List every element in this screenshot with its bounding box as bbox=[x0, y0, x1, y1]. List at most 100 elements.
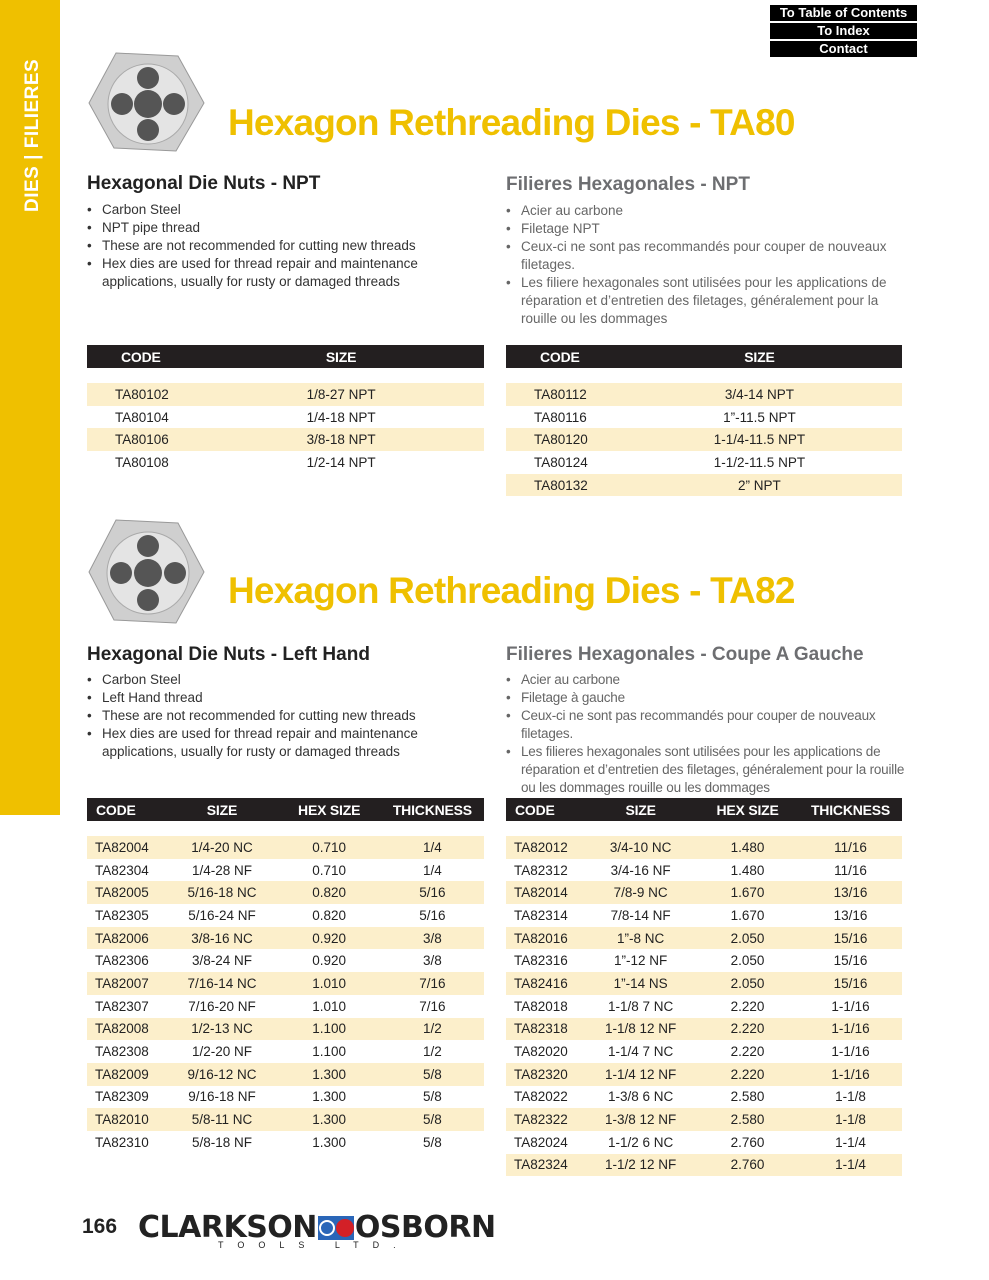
table-cell: 1/2 bbox=[422, 1044, 442, 1060]
table-row: TA82306 3/8-24 NF 0.920 3/8 bbox=[87, 949, 484, 972]
table-cell: TA82305 bbox=[95, 907, 149, 923]
table-cell: 1.100 bbox=[277, 1017, 381, 1041]
column-header: SIZE bbox=[616, 345, 902, 368]
table-cell: 15/16 bbox=[799, 972, 902, 995]
ta82-table-right: CODE SIZE HEX SIZE THICKNESS TA82012 3/4-10 N… bbox=[506, 798, 902, 1177]
table-cell: 1/2-14 NPT bbox=[306, 454, 376, 470]
feature-item: These are not recommended for cutting ne… bbox=[87, 707, 427, 725]
table-cell: 5/16 bbox=[419, 907, 446, 923]
table-cell: 5/16-18 NC bbox=[166, 881, 278, 905]
table-cell: 1/8-27 NPT bbox=[198, 383, 484, 406]
french-heading: Filieres Hexagonales - Coupe A Gauche bbox=[506, 644, 864, 665]
table-cell: 1-1/4-11.5 NPT bbox=[616, 428, 902, 452]
column-header: HEX SIZE bbox=[696, 798, 800, 821]
table-cell: TA82312 bbox=[514, 862, 568, 878]
table-cell: 0.920 bbox=[312, 953, 347, 969]
table-row: TA82322 1-3/8 12 NF 2.580 1-1/8 bbox=[506, 1108, 902, 1131]
table-cell: 3/8-16 NC bbox=[166, 926, 278, 950]
table-cell: 1-1/4 12 NF bbox=[585, 1062, 697, 1086]
table-cell: 2.220 bbox=[696, 1017, 800, 1041]
table-cell: 5/8 bbox=[380, 1062, 484, 1086]
column-header: CODE bbox=[506, 345, 617, 368]
table-row: TA80112 3/4-14 NPT bbox=[506, 383, 902, 406]
table-cell: TA82309 bbox=[95, 1089, 149, 1105]
table-cell: TA82322 bbox=[506, 1108, 586, 1131]
table-cell: TA82316 bbox=[514, 953, 568, 969]
table-cell: TA80120 bbox=[506, 428, 617, 452]
table-row: TA82009 9/16-12 NC 1.300 5/8 bbox=[87, 1062, 484, 1086]
contact-link[interactable]: Contact bbox=[770, 41, 917, 57]
table-cell: TA80132 bbox=[506, 473, 617, 497]
table-cell: 1.300 bbox=[312, 1089, 347, 1105]
section-title: Hexagon Rethreading Dies - TA80 bbox=[228, 102, 795, 143]
table-cell: 0.710 bbox=[312, 862, 347, 878]
logo-tagline: TOOLS LTD. bbox=[218, 1240, 410, 1250]
table-cell: 2.220 bbox=[730, 998, 765, 1014]
table-cell: 7/8-14 NF bbox=[610, 907, 671, 923]
table-row: TA82024 1-1/2 6 NC 2.760 1-1/4 bbox=[506, 1131, 902, 1154]
section-sidebar: DIES | FILIERES bbox=[0, 0, 60, 815]
table-cell: 1-3/8 12 NF bbox=[585, 1108, 697, 1131]
table-cell: 1.100 bbox=[312, 1044, 347, 1060]
table-cell: 0.710 bbox=[277, 836, 381, 859]
table-cell: 1-3/8 6 NC bbox=[607, 1089, 674, 1105]
table-cell: 2.580 bbox=[696, 1108, 800, 1131]
table-row: TA80120 1-1/4-11.5 NPT bbox=[506, 428, 902, 452]
table-row: TA82008 1/2-13 NC 1.100 1/2 bbox=[87, 1017, 484, 1041]
column-header: THICKNESS bbox=[799, 798, 902, 821]
feature-item: Carbon Steel bbox=[87, 201, 427, 219]
table-cell: TA82005 bbox=[87, 881, 167, 905]
table-cell: 1-1/2 12 NF bbox=[585, 1153, 697, 1177]
table-cell: TA82020 bbox=[514, 1044, 568, 1060]
table-cell: 5/8 bbox=[422, 1134, 442, 1150]
feature-item: These are not recommended for cutting ne… bbox=[87, 237, 427, 255]
index-link[interactable]: To Index bbox=[770, 23, 917, 39]
column-header: HEX SIZE bbox=[277, 798, 381, 821]
table-cell: 1/2 bbox=[380, 1017, 484, 1041]
hex-die-image bbox=[88, 52, 205, 152]
table-cell: TA82018 bbox=[514, 998, 568, 1014]
table-cell: TA82307 bbox=[95, 998, 149, 1014]
table-cell: 1.300 bbox=[277, 1062, 381, 1086]
table-cell: TA82014 bbox=[506, 881, 586, 905]
table-header-row: CODE SIZE bbox=[506, 345, 902, 368]
table-row: TA82022 1-3/8 6 NC 2.580 1-1/8 bbox=[506, 1086, 902, 1109]
feature-item: Filetage NPT bbox=[506, 220, 891, 238]
table-row: TA82020 1-1/4 7 NC 2.220 1-1/16 bbox=[506, 1040, 902, 1063]
table-cell: 2.050 bbox=[730, 953, 765, 969]
feature-item: NPT pipe thread bbox=[87, 219, 427, 237]
logo-emblem-icon bbox=[317, 1215, 354, 1240]
feature-item: Ceux-ci ne sont pas recommandés pour cou… bbox=[506, 238, 891, 274]
column-header: CODE bbox=[87, 798, 167, 821]
table-row: TA82320 1-1/4 12 NF 2.220 1-1/16 bbox=[506, 1062, 902, 1086]
table-cell: TA80102 bbox=[87, 383, 199, 406]
table-cell: TA82022 bbox=[514, 1089, 568, 1105]
table-cell: 0.820 bbox=[277, 881, 381, 905]
table-row: TA82309 9/16-18 NF 1.300 5/8 bbox=[87, 1086, 484, 1109]
table-cell: 1-1/4 bbox=[835, 1134, 866, 1150]
table-cell: 2.220 bbox=[730, 1044, 765, 1060]
section-title: Hexagon Rethreading Dies - TA82 bbox=[228, 570, 795, 611]
table-cell: 1.480 bbox=[730, 862, 765, 878]
table-row: TA82305 5/16-24 NF 0.820 5/16 bbox=[87, 904, 484, 927]
table-cell: TA82306 bbox=[95, 953, 149, 969]
table-cell: 5/16 bbox=[380, 881, 484, 905]
table-cell: 7/16-14 NC bbox=[166, 972, 278, 995]
table-cell: TA82310 bbox=[95, 1134, 149, 1150]
french-features: Acier au carbone Filetage à gauche Ceux-… bbox=[506, 671, 906, 797]
table-row: TA82316 1”-12 NF 2.050 15/16 bbox=[506, 949, 902, 972]
table-cell: 1/2-20 NF bbox=[191, 1044, 252, 1060]
table-row: TA80116 1”-11.5 NPT bbox=[506, 406, 902, 429]
feature-item: Acier au carbone bbox=[506, 202, 891, 220]
table-of-contents-link[interactable]: To Table of Contents bbox=[770, 5, 917, 21]
table-row: TA82006 3/8-16 NC 0.920 3/8 bbox=[87, 926, 484, 950]
table-cell: TA82024 bbox=[514, 1134, 568, 1150]
table-cell: 1-1/16 bbox=[831, 1044, 870, 1060]
table-cell: TA82009 bbox=[87, 1062, 167, 1086]
table-cell: TA82416 bbox=[506, 972, 586, 995]
table-cell: 3/8 bbox=[422, 953, 442, 969]
column-header: SIZE bbox=[166, 798, 278, 821]
table-cell: 1.300 bbox=[277, 1108, 381, 1131]
feature-item: Les filieres hexagonales sont utilisées … bbox=[506, 743, 906, 797]
table-cell: 13/16 bbox=[799, 881, 902, 905]
